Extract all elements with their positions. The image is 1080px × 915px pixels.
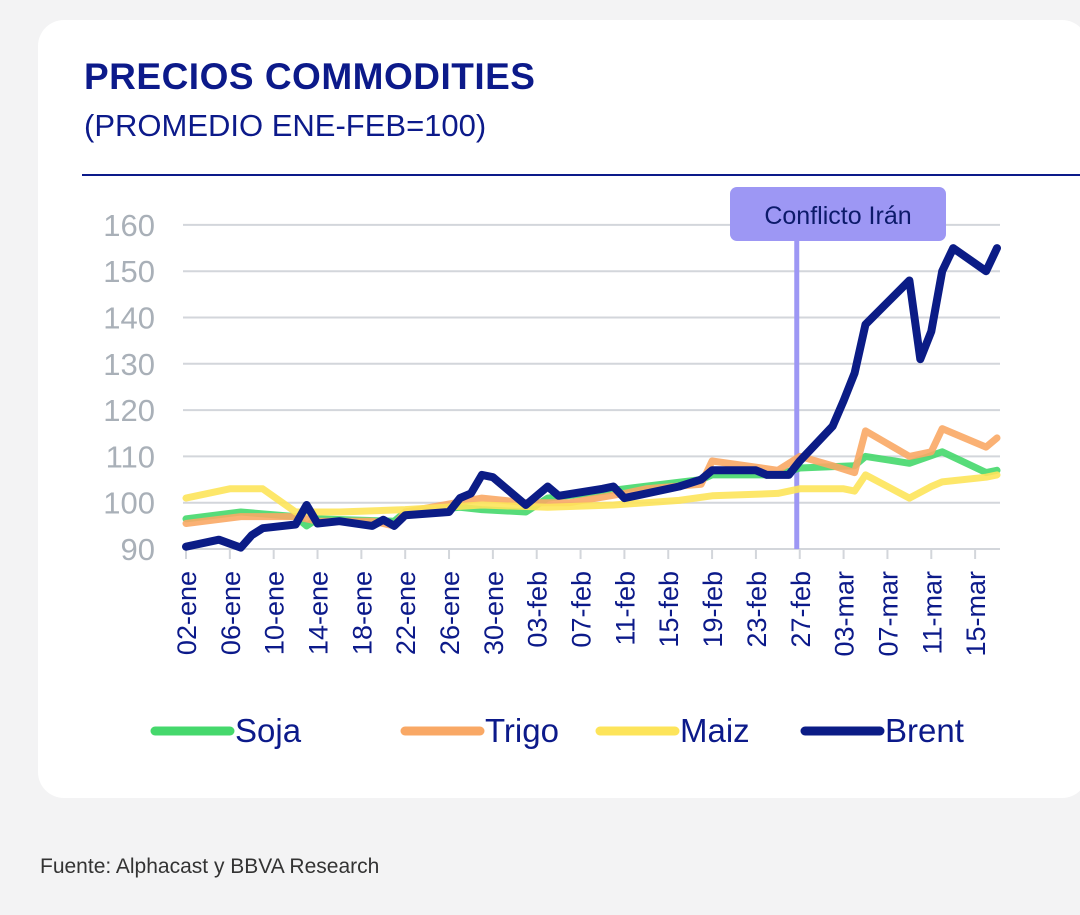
y-tick-label: 100: [103, 486, 155, 521]
x-tick-label: 11-feb: [610, 571, 640, 646]
y-tick-label: 160: [103, 208, 155, 243]
y-tick-label: 90: [121, 532, 155, 567]
title-divider: [82, 174, 1080, 176]
legend-label-soja: Soja: [235, 712, 302, 749]
x-tick-label: 06-ene: [216, 571, 246, 655]
x-tick-label: 15-feb: [654, 571, 684, 648]
annotation-label: Conflicto Irán: [764, 202, 911, 230]
source-note: Fuente: Alphacast y BBVA Research: [40, 855, 380, 878]
legend-label-brent: Brent: [885, 712, 964, 749]
x-tick-label: 03-feb: [523, 571, 553, 648]
chart-card: [38, 20, 1080, 798]
y-tick-label: 140: [103, 301, 155, 336]
x-tick-label: 19-feb: [698, 571, 728, 648]
x-tick-label: 07-mar: [873, 571, 903, 657]
x-tick-label: 15-mar: [961, 571, 991, 657]
y-tick-label: 150: [103, 254, 155, 289]
x-tick-label: 30-ene: [479, 571, 509, 655]
x-tick-label: 11-mar: [917, 571, 947, 655]
y-tick-label: 130: [103, 347, 155, 382]
chart-subtitle: (PROMEDIO ENE-FEB=100): [84, 108, 487, 143]
x-tick-label: 07-feb: [567, 571, 597, 648]
chart-title: PRECIOS COMMODITIES: [84, 56, 536, 97]
x-tick-label: 10-ene: [260, 571, 290, 655]
series-line-brent: [182, 244, 1001, 552]
x-tick-label: 23-feb: [742, 571, 772, 648]
x-tick-label: 18-ene: [347, 571, 377, 655]
x-tick-label: 02-ene: [172, 571, 202, 655]
x-tick-label: 03-mar: [830, 571, 860, 657]
legend-label-maiz: Maiz: [680, 712, 750, 749]
annotation-box: [730, 187, 946, 241]
x-tick-label: 26-ene: [435, 571, 465, 655]
y-tick-label: 120: [103, 393, 155, 428]
x-tick-label: 14-ene: [304, 571, 334, 655]
y-tick-label: 110: [106, 439, 155, 474]
x-tick-label: 27-feb: [786, 571, 816, 648]
x-tick-label: 22-ene: [391, 571, 421, 655]
legend-label-trigo: Trigo: [485, 712, 559, 749]
